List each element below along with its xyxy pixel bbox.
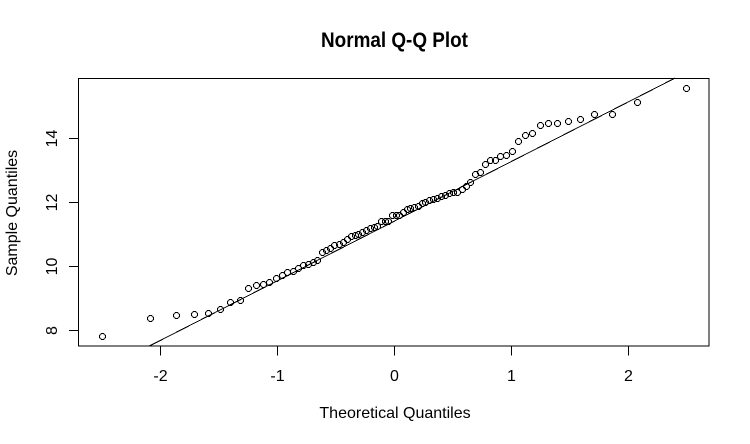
svg-text:-1: -1 xyxy=(270,368,284,385)
svg-text:12: 12 xyxy=(44,194,61,212)
svg-text:8: 8 xyxy=(44,326,61,335)
svg-text:2: 2 xyxy=(624,368,633,385)
svg-text:Normal Q-Q Plot: Normal Q-Q Plot xyxy=(321,29,468,52)
svg-text:Theoretical Quantiles: Theoretical Quantiles xyxy=(319,405,470,422)
svg-text:14: 14 xyxy=(44,130,61,148)
svg-text:-2: -2 xyxy=(153,368,167,385)
svg-text:1: 1 xyxy=(507,368,516,385)
svg-text:0: 0 xyxy=(390,368,399,385)
svg-text:10: 10 xyxy=(44,258,61,276)
svg-text:Sample Quantiles: Sample Quantiles xyxy=(4,150,21,276)
